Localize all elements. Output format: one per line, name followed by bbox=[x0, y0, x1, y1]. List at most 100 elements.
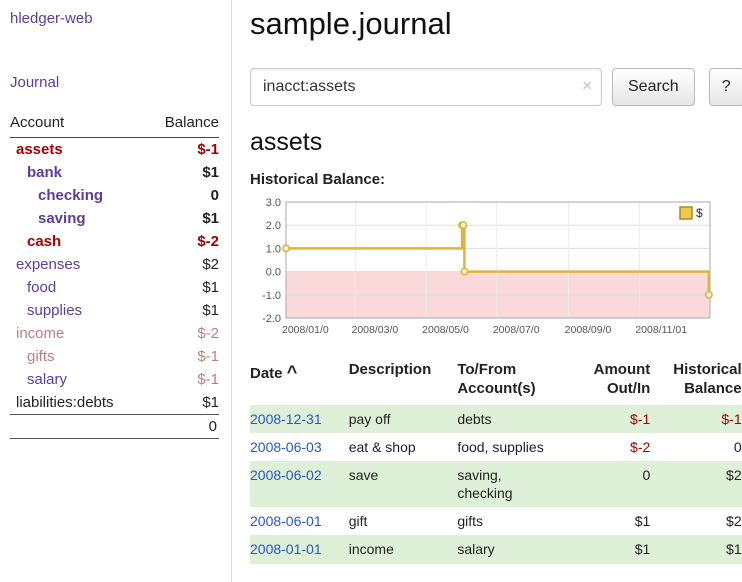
search-button[interactable]: Search bbox=[612, 68, 695, 106]
register-header-date-label: Date bbox=[250, 365, 283, 382]
search-bar: × Search ? bbox=[250, 68, 742, 106]
register-header-amount: Amount Out/In bbox=[593, 361, 651, 397]
svg-text:1.0: 1.0 bbox=[266, 243, 281, 255]
transaction-balance: $2 bbox=[726, 466, 742, 483]
transaction-accounts: saving, checking bbox=[457, 466, 513, 502]
register-row: 2008-12-31 pay off debts $-1 $-1 bbox=[250, 404, 742, 433]
account-link[interactable]: cash bbox=[27, 233, 62, 250]
account-row: liabilities:debts $1 bbox=[10, 391, 219, 415]
register-header-date[interactable]: Date ^ bbox=[250, 358, 349, 405]
svg-text:2008/05/0: 2008/05/0 bbox=[422, 324, 469, 336]
accounts-header-balance: Balance bbox=[147, 112, 219, 138]
transaction-amount: 0 bbox=[642, 466, 651, 483]
transaction-balance: $-1 bbox=[721, 410, 742, 427]
register-row: 2008-01-01 income salary $1 $1 bbox=[250, 535, 742, 564]
svg-text:2.0: 2.0 bbox=[266, 220, 281, 232]
account-link[interactable]: checking bbox=[38, 187, 104, 204]
account-link[interactable]: saving bbox=[38, 210, 86, 227]
register-header-description: Description bbox=[348, 361, 432, 378]
account-link[interactable]: assets bbox=[16, 141, 63, 158]
transaction-date-link[interactable]: 2008-12-31 bbox=[250, 410, 322, 427]
account-row: food $1 bbox=[10, 276, 219, 299]
account-row: assets $-1 bbox=[10, 138, 219, 162]
transaction-date-link[interactable]: 2008-06-01 bbox=[250, 513, 322, 530]
search-input[interactable] bbox=[250, 68, 602, 106]
account-link[interactable]: salary bbox=[27, 371, 68, 388]
transaction-accounts: debts bbox=[457, 410, 492, 427]
account-row: salary $-1 bbox=[10, 368, 219, 391]
transaction-date-link[interactable]: 2008-06-02 bbox=[250, 466, 322, 483]
accounts-header-row: Account Balance bbox=[10, 112, 219, 138]
account-link[interactable]: expenses bbox=[16, 256, 81, 273]
register-header-account: To/From Account(s) bbox=[457, 361, 536, 397]
svg-text:2008/03/0: 2008/03/0 bbox=[352, 324, 399, 336]
journal-link[interactable]: Journal bbox=[10, 74, 60, 91]
account-balance: $-2 bbox=[197, 233, 219, 250]
svg-text:2008/01/0: 2008/01/0 bbox=[282, 324, 329, 336]
page-title: sample.journal bbox=[250, 6, 452, 41]
app-title-link[interactable]: hledger-web bbox=[10, 10, 93, 27]
transaction-accounts: gifts bbox=[457, 513, 483, 530]
transaction-description: save bbox=[348, 466, 379, 483]
account-balance: $1 bbox=[202, 164, 219, 181]
transaction-description: eat & shop bbox=[348, 438, 416, 455]
register-row: 2008-06-01 gift gifts $1 $2 bbox=[250, 507, 742, 535]
transaction-balance: $2 bbox=[726, 513, 742, 530]
accounts-header-account: Account bbox=[10, 112, 148, 138]
register-header-row: Date ^ Description To/From Account(s) Am… bbox=[250, 358, 742, 405]
account-link[interactable]: supplies bbox=[27, 302, 83, 319]
svg-text:2008/11/01: 2008/11/01 bbox=[635, 324, 687, 336]
account-row: saving $1 bbox=[10, 207, 219, 230]
transaction-balance: 0 bbox=[733, 438, 742, 455]
account-balance: 0 bbox=[210, 187, 219, 204]
transaction-amount: $1 bbox=[634, 513, 651, 530]
account-link[interactable]: liabilities:debts bbox=[16, 394, 114, 411]
transaction-amount: $-1 bbox=[630, 410, 651, 427]
svg-text:-2.0: -2.0 bbox=[262, 313, 281, 325]
transaction-amount: $-2 bbox=[630, 438, 651, 455]
chart-title: Historical Balance: bbox=[250, 171, 386, 188]
register-header-balance: Historical Balance bbox=[673, 361, 742, 397]
accounts-table: Account Balance assets $-1 bank $1 checking 0… bbox=[10, 112, 219, 439]
account-row: supplies $1 bbox=[10, 299, 219, 322]
account-balance: $-1 bbox=[197, 348, 219, 365]
account-balance: $-1 bbox=[197, 371, 219, 388]
svg-text:0.0: 0.0 bbox=[266, 267, 281, 279]
account-link[interactable]: bank bbox=[27, 164, 63, 181]
accounts-table-body: assets $-1 bank $1 checking 0 saving $1 cash $-2 e… bbox=[10, 138, 219, 415]
account-balance: $1 bbox=[202, 210, 219, 227]
account-row: expenses $2 bbox=[10, 253, 219, 276]
account-link[interactable]: food bbox=[27, 279, 57, 296]
account-row: bank $1 bbox=[10, 161, 219, 184]
account-balance: $1 bbox=[202, 279, 219, 296]
transaction-accounts: salary bbox=[457, 541, 495, 558]
transaction-description: income bbox=[348, 541, 394, 558]
sort-ascending-icon: ^ bbox=[286, 362, 298, 382]
register-table-body: 2008-12-31 pay off debts $-1 $-1 2008-06-03 ea… bbox=[250, 404, 742, 564]
accounts-total-spacer bbox=[10, 414, 148, 439]
svg-text:3.0: 3.0 bbox=[266, 197, 281, 209]
sidebar: hledger-web Journal Account Balance asse… bbox=[0, 0, 232, 582]
account-balance: $-1 bbox=[197, 141, 219, 158]
transaction-amount: $1 bbox=[634, 541, 651, 558]
search-input-wrap: × bbox=[250, 68, 602, 106]
transaction-date-link[interactable]: 2008-01-01 bbox=[250, 541, 322, 558]
transaction-accounts: food, supplies bbox=[457, 438, 544, 455]
account-row: gifts $-1 bbox=[10, 345, 219, 368]
transaction-date-link[interactable]: 2008-06-03 bbox=[250, 438, 322, 455]
accounts-total-balance: 0 bbox=[147, 414, 219, 439]
clear-search-icon[interactable]: × bbox=[582, 76, 592, 95]
svg-text:$: $ bbox=[696, 206, 703, 220]
svg-text:-1.0: -1.0 bbox=[262, 290, 281, 302]
account-link[interactable]: gifts bbox=[27, 348, 55, 365]
account-balance: $1 bbox=[202, 302, 219, 319]
help-button[interactable]: ? bbox=[708, 68, 742, 106]
svg-text:2008/09/0: 2008/09/0 bbox=[565, 324, 612, 336]
accounts-total-row: 0 bbox=[10, 414, 219, 439]
account-link[interactable]: income bbox=[16, 325, 65, 342]
svg-text:2008/07/0: 2008/07/0 bbox=[493, 324, 540, 336]
register-table: Date ^ Description To/From Account(s) Am… bbox=[250, 358, 742, 564]
account-row: checking 0 bbox=[10, 184, 219, 207]
transaction-description: gift bbox=[348, 513, 368, 530]
